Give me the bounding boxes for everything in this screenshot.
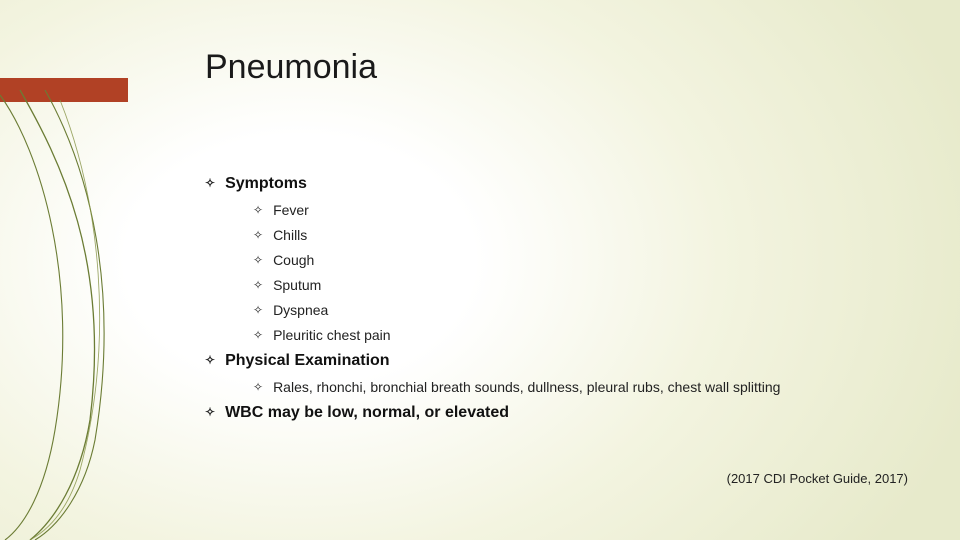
section-label: Physical Examination: [225, 352, 390, 369]
symptom-item: ✧ Dyspnea: [253, 302, 920, 318]
diamond-bullet-icon: ✧: [253, 278, 263, 292]
content-body: ✧Symptoms ✧Fever ✧Chills ✧Cough ✧Sputum …: [205, 175, 920, 431]
item-text: Fever: [273, 202, 309, 218]
section-symptoms: ✧ Symptoms: [205, 175, 920, 193]
section-label: Symptoms: [225, 175, 307, 192]
symptom-item: ✧ Pleuritic chest pain: [253, 327, 920, 343]
slide: Pneumonia ✧ Symptoms ✧ Fever ✧ Chills ✧ Coug…: [0, 0, 960, 540]
item-text: Sputum: [273, 277, 321, 293]
diamond-bullet-icon: ✧: [253, 203, 263, 217]
diamond-bullet-icon: ✧: [205, 405, 215, 419]
diamond-bullet-icon: ✧: [253, 380, 263, 394]
symptom-item: ✧ Cough: [253, 252, 920, 268]
section-wbc: ✧ WBC may be low, normal, or elevated: [205, 404, 920, 422]
item-text: Dyspnea: [273, 302, 328, 318]
symptom-item: ✧ Chills: [253, 227, 920, 243]
physical-exam-item: ✧ Rales, rhonchi, bronchial breath sounds…: [253, 379, 920, 395]
diamond-bullet-icon: ✧: [253, 228, 263, 242]
diamond-bullet-icon: ✧: [205, 353, 215, 367]
item-text: Chills: [273, 227, 307, 243]
section-label: WBC may be low, normal, or elevated: [225, 404, 509, 421]
item-text: Pleuritic chest pain: [273, 327, 391, 343]
symptom-item: ✧ Sputum: [253, 277, 920, 293]
slide-title: Pneumonia: [205, 48, 377, 87]
diamond-bullet-icon: ✧: [253, 303, 263, 317]
diamond-bullet-icon: ✧: [205, 176, 215, 190]
symptom-item: ✧ Fever: [253, 202, 920, 218]
diamond-bullet-icon: ✧: [253, 328, 263, 342]
accent-bar: [0, 78, 128, 102]
item-text: Rales, rhonchi, bronchial breath sounds,…: [273, 379, 780, 395]
section-physical-exam: ✧ Physical Examination: [205, 352, 920, 370]
citation: (2017 CDI Pocket Guide, 2017): [727, 471, 908, 486]
item-text: Cough: [273, 252, 314, 268]
diamond-bullet-icon: ✧: [253, 253, 263, 267]
